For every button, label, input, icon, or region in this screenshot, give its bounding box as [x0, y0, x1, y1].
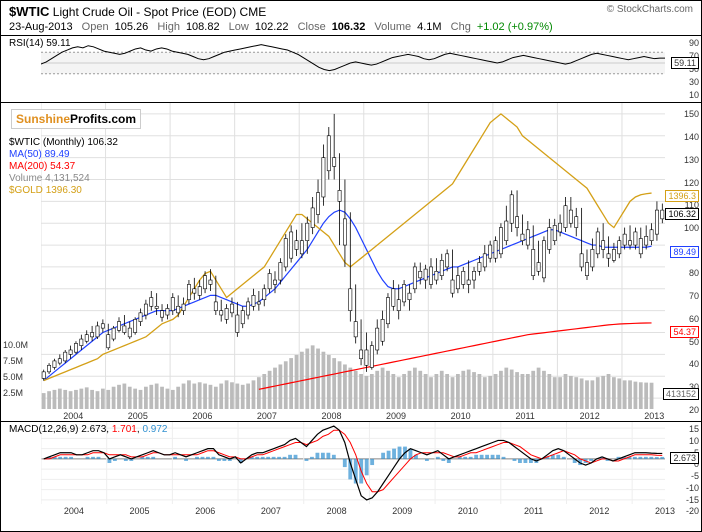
main-legend: $WTIC (Monthly) 106.32 MA(50) 89.49 MA(2…	[9, 137, 118, 197]
ohlc-bar: 23-Aug-2013 Open105.26 High108.82 Low102…	[1, 21, 701, 35]
macd-panel: MACD(12,26,9) 2.673, 1.701, 0.972 -20-15…	[1, 421, 701, 516]
watermark: SunshineProfits.com	[11, 109, 141, 129]
symbol: $WTIC	[9, 4, 49, 19]
change: +1.02 (+0.97%)	[477, 21, 553, 33]
date: 23-Aug-2013	[9, 21, 73, 33]
description: Light Crude Oil - Spot Price (EOD)	[53, 5, 236, 19]
price-panel: $WTIC (Monthly) 106.32 MA(50) 89.49 MA(2…	[1, 102, 701, 421]
rsi-panel: RSI(14) 59.11 103050709059.11	[1, 35, 701, 102]
exchange: CME	[240, 5, 267, 19]
stock-chart: $WTIC Light Crude Oil - Spot Price (EOD)…	[0, 0, 702, 532]
credit: © StockCharts.com	[607, 4, 693, 15]
chart-header: $WTIC Light Crude Oil - Spot Price (EOD)…	[1, 1, 701, 21]
